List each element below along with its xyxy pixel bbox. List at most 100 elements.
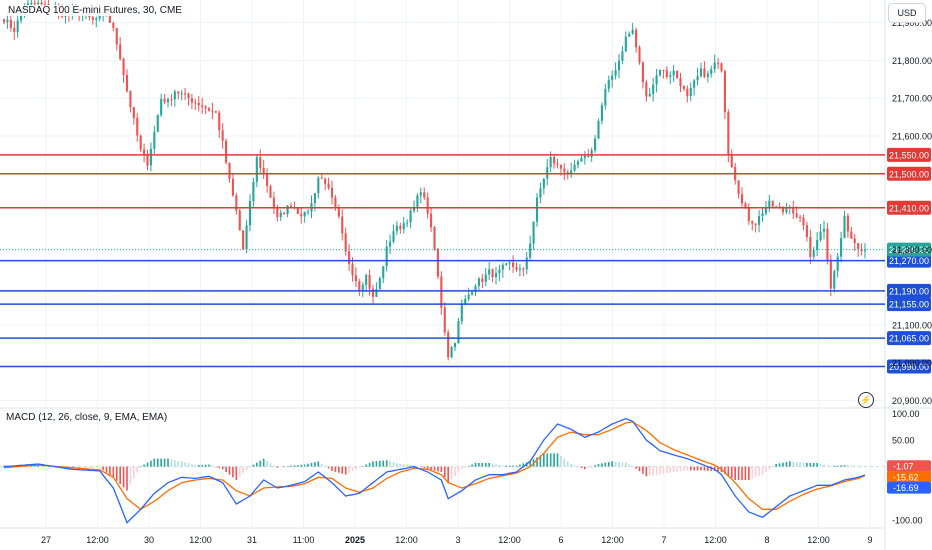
candle-body [453,343,457,348]
support-label: 21,065.00 [889,334,929,344]
candle-body [542,178,545,189]
macd-histogram-bar [669,466,672,473]
macd-histogram-bar [286,466,289,467]
macd-histogram-bar [645,466,648,477]
candle-body [436,248,439,277]
candle-body [710,69,713,74]
candle-body [433,227,436,249]
time-tick: 8 [764,535,769,545]
macd-histogram-bar [153,458,156,467]
macd-histogram-bar [775,464,777,467]
macd-value-label-bg [887,481,931,494]
candle-body [699,68,703,77]
macd-histogram-bar [297,465,299,467]
macd-histogram-bar [358,466,361,468]
macd-histogram-bar [471,464,473,467]
candle-body [744,203,747,209]
macd-histogram-bar [44,466,46,467]
price-tick: 21,800.00 [892,56,932,66]
candle-body [539,188,542,198]
flash-icon[interactable]: ⚡ [858,392,874,408]
resistance-label: 21,500.00 [889,169,929,179]
price-tick: 20,900.00 [892,396,932,406]
resistance-label-bg [887,200,931,215]
macd-histogram-bar [570,464,572,467]
candle-body [187,93,190,99]
macd-histogram-bar [85,466,87,468]
macd-histogram-bar [355,466,357,470]
candle-body [170,99,173,101]
candle-body [512,262,515,267]
macd-histogram-bar [737,466,740,480]
candle-body [802,217,805,226]
candle-body [139,135,142,150]
candle-body [570,170,573,174]
candle-body [426,197,429,214]
candle-body [286,205,289,215]
macd-histogram-bar [396,463,398,467]
macd-histogram-bar [40,465,43,467]
candle-body [344,233,347,252]
candle-body [156,115,159,132]
candle-body [402,222,405,230]
candle-body [617,60,621,71]
macd-histogram-bar [409,464,412,467]
macd-histogram-bar [215,466,217,468]
candle-body [648,93,651,97]
candle-body [190,98,193,103]
candle-body [713,62,716,70]
candle-body [235,195,238,211]
candle-body [430,213,433,228]
macd-tick: -100.00 [892,516,923,526]
macd-histogram-bar [208,464,210,467]
macd-histogram-bar [481,462,484,467]
candle-body [177,91,180,94]
currency-button[interactable]: USD [888,3,926,23]
candle-body [279,212,282,218]
macd-histogram-bar [607,462,610,467]
macd-histogram-bar [348,466,350,473]
macd-histogram-bar [310,462,313,467]
macd-histogram-bar [847,465,849,467]
macd-histogram-bar [129,466,132,485]
macd-histogram-bar [758,466,760,476]
macd-histogram-bar [279,466,282,468]
price-tick: 21,700.00 [892,94,932,104]
macd-histogram-bar [221,466,224,470]
macd-histogram-bar [399,464,402,467]
macd-histogram-bar [614,461,617,467]
candle-body [238,210,241,231]
macd-histogram-bar [628,464,631,467]
macd-histogram-bar [368,462,371,467]
price-tick: 21,600.00 [892,132,932,142]
macd-histogram-bar [789,461,791,467]
candle-body [160,98,163,116]
resistance-label: 21,410.00 [889,203,929,213]
macd-histogram-bar [109,466,111,475]
candle-body [20,13,23,21]
macd-histogram-bar [437,466,439,472]
macd-histogram-bar [710,466,713,471]
candle-body [320,177,323,179]
macd-histogram-bar [211,465,214,467]
macd-histogram-bar [242,466,244,474]
candle-body [313,193,316,204]
last-price-label: 21,299.25 [889,245,929,255]
candle-body [621,51,624,61]
candle-body [262,167,265,174]
macd-histogram-bar [143,464,145,467]
macd-histogram-bar [218,466,221,469]
macd-histogram-bar [194,465,197,467]
time-tick: 30 [144,535,154,545]
macd-histogram-bar [655,466,658,476]
macd-histogram-bar [98,466,101,468]
macd-histogram-bar [235,466,238,480]
macd-histogram-bar [300,464,303,467]
macd-histogram-bar [792,461,795,467]
macd-histogram-bar [642,466,644,474]
candle-body [628,33,631,37]
macd-histogram-bar [727,466,730,476]
macd-histogram-bar [273,465,275,467]
candle-body [614,70,617,76]
